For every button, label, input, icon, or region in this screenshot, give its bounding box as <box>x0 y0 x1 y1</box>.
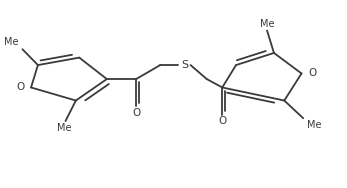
Text: O: O <box>132 108 140 118</box>
Text: O: O <box>308 68 317 78</box>
Text: Me: Me <box>260 19 274 29</box>
Text: O: O <box>218 116 226 126</box>
Text: Me: Me <box>307 120 321 130</box>
Text: Me: Me <box>57 123 71 133</box>
Text: O: O <box>17 83 25 92</box>
Text: Me: Me <box>5 37 19 47</box>
Text: S: S <box>181 60 188 70</box>
